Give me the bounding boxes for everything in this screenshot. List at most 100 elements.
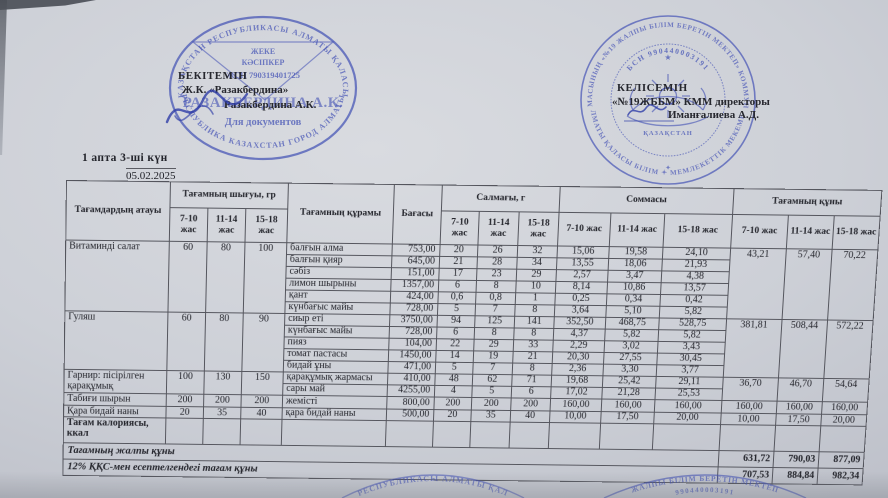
- weight-cell: 34: [516, 257, 557, 270]
- weight-cell: 10: [515, 280, 556, 294]
- sum-cell: 160,00: [550, 398, 602, 412]
- header-weight: Салмағы, г: [441, 185, 561, 213]
- portion-cell: 130: [203, 371, 242, 395]
- footer-value: 790,03: [773, 451, 820, 469]
- header-output: Тағамның шығуы, гр: [169, 181, 289, 210]
- sum-cell: 8,14: [555, 281, 608, 294]
- cost-cell: 36,70: [721, 377, 779, 402]
- weight-cell: 17: [438, 268, 477, 281]
- price-cell: 3750,00: [389, 314, 438, 328]
- left-stamp-line1: ЖЕКЕ: [251, 47, 275, 56]
- price-cell: 500,00: [386, 408, 434, 422]
- sum-cell: 0,25: [554, 293, 607, 306]
- weight-cell: 22: [436, 338, 475, 351]
- sum-cell: 528,75: [658, 318, 727, 331]
- price-cell: [385, 420, 434, 448]
- sum-cell: 160,00: [601, 399, 655, 412]
- header-age: 7-10 жас: [440, 210, 480, 246]
- weight-cell: 6: [436, 327, 475, 340]
- sum-cell: 160,00: [654, 399, 722, 413]
- right-stamp-bsn: БСН 990440003191: [625, 46, 710, 73]
- weight-cell: 48: [434, 373, 473, 386]
- weight-cell: 32: [517, 245, 558, 258]
- portion-cell: 80: [204, 312, 244, 372]
- portion-cell: 100: [243, 242, 287, 314]
- approve-entity: Ж.К. «Разакбердина»: [182, 84, 289, 96]
- ingredient-cell: пияз: [283, 336, 390, 350]
- ingredient-cell: [281, 419, 387, 447]
- sum-cell: [548, 422, 601, 450]
- weight-cell: 8: [476, 280, 517, 293]
- menu-table: Тағамдардың атауы Тағамның шығуы, гр Тағам…: [62, 180, 882, 485]
- cost-cell: 508,44: [778, 319, 828, 379]
- portion-cell: [165, 417, 204, 445]
- weight-cell: 21: [439, 256, 478, 269]
- sum-cell: [599, 423, 654, 450]
- sum-cell: 17,02: [550, 386, 603, 400]
- portion-cell: 200: [166, 393, 204, 407]
- emblem-star: ★: [664, 53, 671, 62]
- cost-cell: 10,00: [720, 412, 777, 426]
- weight-cell: 200: [510, 397, 551, 411]
- svg-text:БСН 990440003191: БСН 990440003191: [625, 46, 712, 73]
- weight-cell: 14: [435, 350, 474, 363]
- weight-cell: 8: [512, 363, 553, 376]
- header-dish: Тағамдардың атауы: [65, 180, 171, 242]
- weight-cell: 5: [471, 385, 512, 398]
- cost-cell: [819, 425, 867, 453]
- sum-cell: 3,02: [604, 340, 659, 354]
- cost-cell: 70,22: [827, 249, 878, 321]
- sum-cell: 29,11: [655, 376, 724, 389]
- price-cell: 645,00: [391, 255, 440, 269]
- weight-cell: 29: [516, 269, 557, 282]
- sum-cell: 5,82: [658, 329, 726, 343]
- header-age: 7-10 жас: [169, 207, 208, 242]
- price-cell: 1450,00: [388, 349, 437, 363]
- svg-text:БАСҚАРМАСЫНЫҢ «№19 ЖАЛПЫ БІЛІМ: БАСҚАРМАСЫНЫҢ «№19 ЖАЛПЫ БІЛІМ БЕРЕТІН М…: [575, 8, 750, 109]
- header-age: 11-14 жас: [207, 208, 246, 243]
- right-stamp-ring-top: БАСҚАРМАСЫНЫҢ «№19 ЖАЛПЫ БІЛІМ БЕРЕТІН М…: [575, 8, 749, 109]
- dish-name-cell: Гуляш: [64, 310, 168, 371]
- price-cell: 800,00: [386, 396, 435, 410]
- ring-star-separator: ✦: [665, 164, 671, 172]
- emblem-country-label: ҚАЗАҚСТАН: [643, 130, 693, 137]
- weight-cell: 8: [513, 327, 554, 341]
- left-stamp-owner-name: РАЗАКБЕРДИНА А.К.: [183, 95, 344, 111]
- dish-name-cell: Қара бидай наны: [63, 404, 167, 418]
- ingredient-cell: балғын алма: [286, 242, 393, 256]
- weight-cell: 7: [475, 304, 516, 317]
- header-age: 15-18 жас: [832, 215, 881, 250]
- weight-cell: 19: [473, 350, 514, 364]
- sum-cell: 3,43: [657, 341, 726, 354]
- weight-cell: 62: [472, 374, 513, 387]
- weight-cell: 20: [439, 244, 478, 257]
- cost-cell: 54,64: [822, 378, 870, 403]
- weight-cell: 4: [434, 385, 473, 398]
- weight-cell: 94: [436, 315, 476, 328]
- ingredient-cell: балғын қияр: [286, 254, 392, 268]
- sum-cell: 27,55: [603, 352, 658, 365]
- sum-cell: 21,28: [601, 387, 656, 400]
- ingredient-cell: сары май: [282, 383, 388, 397]
- header-price: Бағасы: [392, 184, 443, 245]
- sum-cell: 2,57: [555, 269, 609, 283]
- portion-cell: 60: [167, 241, 208, 313]
- price-cell: 753,00: [391, 243, 441, 257]
- ingredient-cell: қарақұмық жармасы: [282, 371, 388, 385]
- header-age: 11-14 жас: [609, 212, 665, 248]
- weight-cell: 8: [474, 327, 515, 340]
- ingredient-cell: лимон шырыны: [285, 278, 392, 292]
- header-age: 7-10 жас: [557, 212, 611, 247]
- weight-cell: 200: [471, 397, 512, 411]
- weight-cell: 28: [476, 256, 518, 270]
- kazakhstan-emblem-icon: [626, 74, 710, 127]
- header-age: 15-18 жас: [663, 213, 733, 249]
- left-stamp-line2: КӘСІПКЕР: [242, 58, 285, 67]
- weight-cell: 35: [470, 409, 511, 423]
- price-cell: 424,00: [390, 291, 439, 304]
- photo-bottom-shadow: [0, 472, 888, 498]
- portion-cell: 200: [203, 394, 242, 407]
- sum-cell: 10,86: [606, 282, 662, 295]
- sum-cell: 18,06: [608, 258, 663, 271]
